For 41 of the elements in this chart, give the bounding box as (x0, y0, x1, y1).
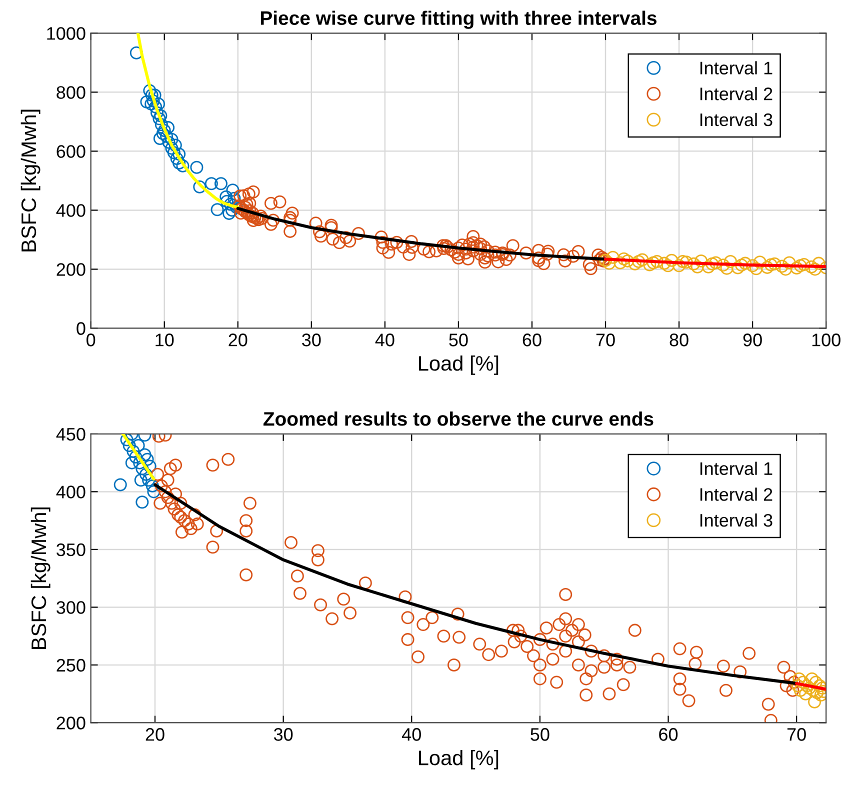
y-tick-label: 450 (56, 428, 86, 441)
legend-label: Interval 3 (700, 112, 772, 126)
y-tick-label: 350 (56, 543, 86, 556)
chart-title: Zoomed results to observe the curve ends (263, 412, 654, 426)
x-tick-label: 60 (659, 728, 678, 741)
x-tick-label: 20 (228, 334, 248, 346)
y-tick-label: 250 (56, 658, 86, 672)
legend-label: Interval 1 (700, 462, 772, 476)
x-tick-label: 60 (522, 334, 542, 346)
legend-label: Interval 2 (700, 488, 772, 501)
x-tick-label: 40 (402, 728, 421, 741)
x-tick-label: 0 (86, 334, 96, 346)
x-tick-label: 80 (670, 334, 688, 346)
x-tick-label: 70 (596, 334, 615, 346)
y-axis-title: BSFC [kg/Mwh] (20, 110, 40, 252)
x-axis-title: Load [%] (419, 750, 498, 770)
x-tick-label: 50 (530, 728, 550, 741)
y-tick-label: 400 (56, 204, 86, 217)
x-axis-title: Load [%] (419, 355, 498, 375)
y-tick-label: 800 (56, 86, 86, 99)
x-tick-label: 50 (449, 334, 468, 346)
legend-label: Interval 1 (700, 61, 772, 74)
x-tick-label: 100 (812, 334, 840, 346)
y-tick-label: 300 (56, 601, 86, 614)
x-tick-label: 40 (375, 334, 394, 346)
y-tick-label: 400 (56, 486, 86, 498)
y-tick-label: 200 (56, 716, 86, 730)
legend-label: Interval 3 (700, 513, 772, 527)
y-tick-label: 600 (56, 145, 86, 158)
chart-title: Piece wise curve fitting with three intervals (260, 10, 657, 29)
x-tick-label: 90 (743, 334, 762, 346)
y-tick-label: 0 (76, 322, 86, 335)
x-tick-label: 70 (787, 728, 806, 741)
y-tick-label: 200 (56, 263, 86, 276)
x-tick-label: 10 (156, 334, 174, 346)
x-tick-label: 30 (274, 728, 293, 741)
x-tick-label: 30 (302, 334, 321, 346)
y-axis-title: BSFC [kg/Mwh] (30, 507, 50, 649)
x-tick-label: 20 (146, 728, 164, 741)
legend-label: Interval 2 (700, 87, 772, 100)
y-tick-label: 1000 (47, 27, 86, 40)
